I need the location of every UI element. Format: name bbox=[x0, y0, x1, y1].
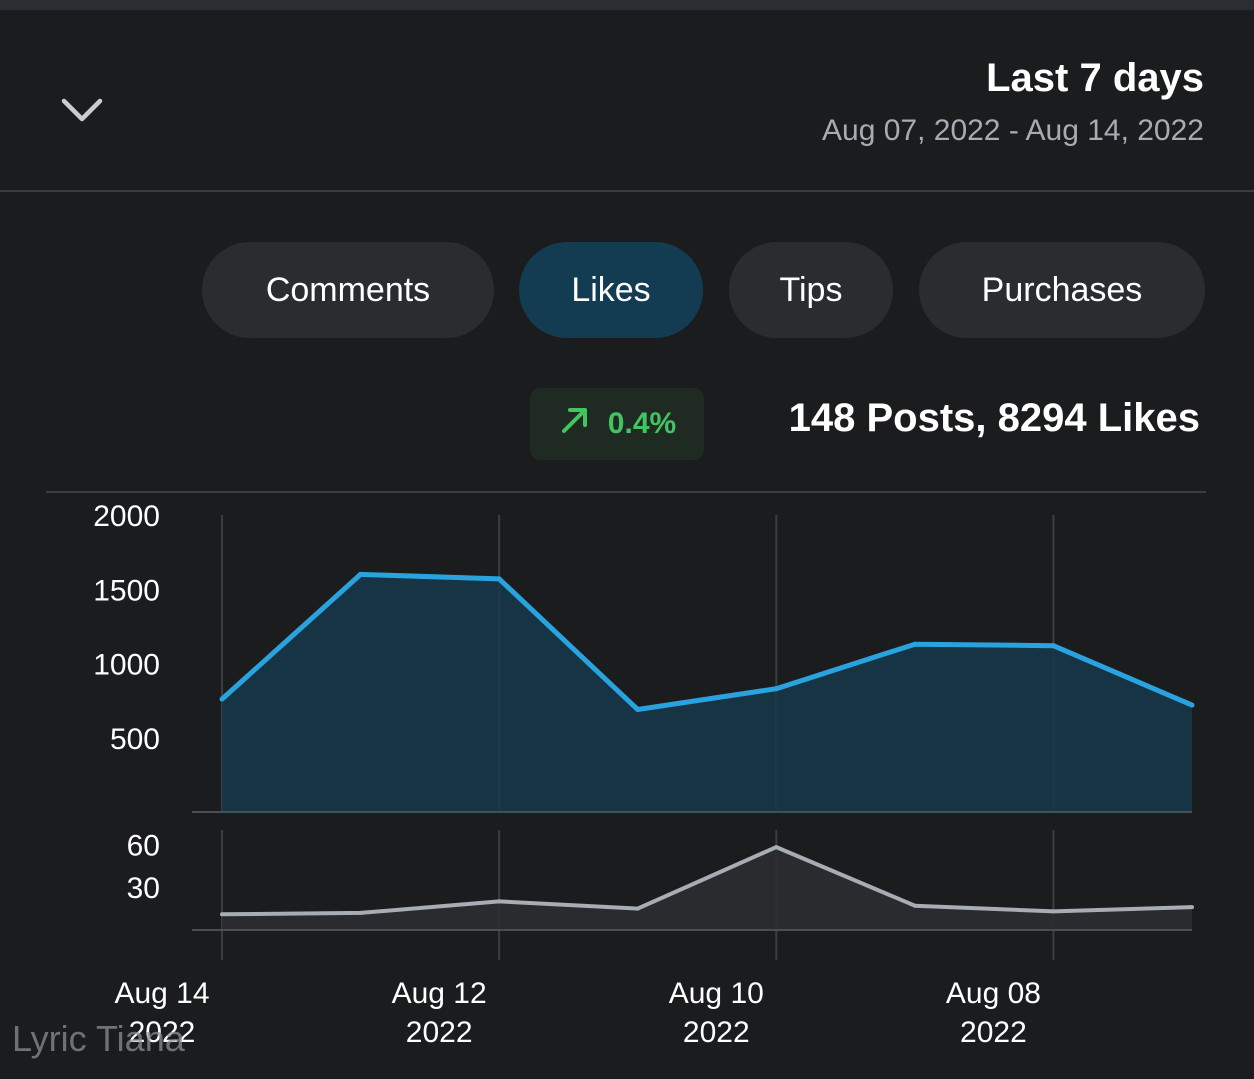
posts-point bbox=[774, 845, 779, 850]
y-tick-label: 30 bbox=[127, 872, 160, 905]
watermark: Lyric Tiana bbox=[12, 1018, 185, 1059]
x-tick-label: 2022 bbox=[406, 1016, 473, 1049]
likes-point bbox=[773, 686, 779, 692]
x-tick-label: 2022 bbox=[960, 1016, 1027, 1049]
y-tick-label: 2000 bbox=[93, 500, 160, 533]
change-badge: 0.4% bbox=[530, 388, 704, 460]
likes-point bbox=[912, 641, 918, 647]
chevron-down-icon[interactable] bbox=[56, 84, 108, 136]
likes-point bbox=[1050, 643, 1056, 649]
likes-point bbox=[496, 576, 502, 582]
posts-point bbox=[220, 912, 224, 917]
tab-likes[interactable]: Likes bbox=[519, 242, 703, 338]
posts-area bbox=[222, 847, 1192, 930]
likes-point bbox=[358, 571, 364, 577]
y-tick-label: 60 bbox=[127, 829, 160, 862]
metric-tabs: Comments Likes Tips Purchases bbox=[0, 242, 1254, 338]
posts-line bbox=[221, 845, 1193, 917]
x-tick-label: Aug 14 bbox=[114, 977, 209, 1010]
likes-area bbox=[222, 574, 1192, 812]
date-range-header[interactable]: Last 7 days Aug 07, 2022 - Aug 14, 2022 bbox=[0, 10, 1254, 192]
x-tick-label: Aug 08 bbox=[946, 977, 1041, 1010]
tab-purchases[interactable]: Purchases bbox=[919, 242, 1205, 338]
posts-point bbox=[1051, 909, 1056, 914]
likes-point bbox=[219, 696, 225, 702]
chart-top-divider bbox=[46, 491, 1206, 493]
y-tick-label: 1000 bbox=[93, 649, 160, 682]
date-range-title: Last 7 days bbox=[986, 56, 1204, 100]
x-tick-label: Aug 10 bbox=[669, 977, 764, 1010]
likes-line bbox=[220, 571, 1193, 712]
likes-point bbox=[635, 707, 641, 713]
posts-point bbox=[1190, 905, 1194, 910]
posts-point bbox=[635, 906, 640, 911]
x-tick-label: Aug 12 bbox=[392, 977, 487, 1010]
summary-text: 148 Posts, 8294 Likes bbox=[788, 396, 1200, 440]
posts-point bbox=[358, 910, 363, 915]
tab-tips[interactable]: Tips bbox=[729, 242, 893, 338]
tab-comments[interactable]: Comments bbox=[202, 242, 494, 338]
posts-point bbox=[497, 899, 502, 904]
y-tick-label: 500 bbox=[110, 723, 160, 756]
status-strip bbox=[0, 0, 1254, 10]
date-range-subtitle: Aug 07, 2022 - Aug 14, 2022 bbox=[822, 114, 1204, 147]
posts-point bbox=[912, 903, 917, 908]
x-tick-label: 2022 bbox=[683, 1016, 750, 1049]
change-value: 0.4% bbox=[607, 407, 677, 440]
arrow-up-right-icon bbox=[558, 403, 592, 445]
header-divider bbox=[0, 190, 1254, 192]
likes-point bbox=[1189, 702, 1195, 708]
y-tick-label: 1500 bbox=[93, 574, 160, 607]
likes-chart: 2000 1500 1000 500 60 30 Aug 14 2022 Aug 12 2022 A… bbox=[93, 500, 1195, 1049]
x-tick-label: 2022 bbox=[129, 1016, 196, 1049]
